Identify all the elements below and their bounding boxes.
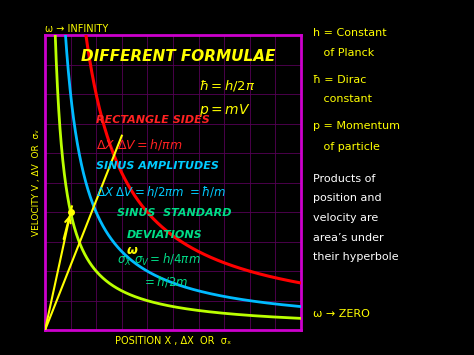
Text: ω → ZERO: ω → ZERO [313, 309, 370, 319]
Text: their hyperbole: their hyperbole [313, 252, 399, 262]
X-axis label: POSITION X , ΔX  OR  σₓ: POSITION X , ΔX OR σₓ [115, 336, 231, 346]
Text: $=\hbar/2m$: $=\hbar/2m$ [142, 274, 188, 289]
Text: p = Momentum: p = Momentum [313, 121, 400, 131]
Text: $\Delta X\ \Delta V = h/2\pi m\ =\hbar/m$: $\Delta X\ \Delta V = h/2\pi m\ =\hbar/m… [96, 184, 227, 199]
Text: of Planck: of Planck [313, 48, 374, 58]
Text: h = Constant: h = Constant [313, 28, 386, 38]
Text: of particle: of particle [313, 142, 380, 152]
Text: RECTANGLE SIDES: RECTANGLE SIDES [96, 115, 210, 125]
Text: SINUS  STANDARD: SINUS STANDARD [117, 208, 231, 218]
Text: $\sigma_X\ \sigma_V = h/4\pi m$: $\sigma_X\ \sigma_V = h/4\pi m$ [117, 252, 201, 268]
Text: $p = mV$: $p = mV$ [199, 102, 250, 119]
Text: ħ = Dirac: ħ = Dirac [313, 75, 366, 84]
Text: ω: ω [127, 244, 138, 257]
Text: DIFFERENT FORMULAE: DIFFERENT FORMULAE [81, 49, 275, 64]
Text: ω → INFINITY: ω → INFINITY [45, 24, 108, 34]
Text: $\hbar = h/2\pi$: $\hbar = h/2\pi$ [199, 78, 255, 93]
Text: constant: constant [313, 94, 372, 104]
Y-axis label: VELOCITY V , ΔV  OR  σᵥ: VELOCITY V , ΔV OR σᵥ [32, 129, 41, 236]
Text: SINUS AMPLITUDES: SINUS AMPLITUDES [96, 161, 219, 171]
Text: Products of: Products of [313, 174, 375, 184]
Text: area’s under: area’s under [313, 233, 383, 242]
Text: position and: position and [313, 193, 382, 203]
Text: velocity are: velocity are [313, 213, 378, 223]
Text: DEVIATIONS: DEVIATIONS [127, 230, 202, 240]
Text: $\Delta X\ \Delta V = h/\pi m$: $\Delta X\ \Delta V = h/\pi m$ [96, 137, 183, 152]
